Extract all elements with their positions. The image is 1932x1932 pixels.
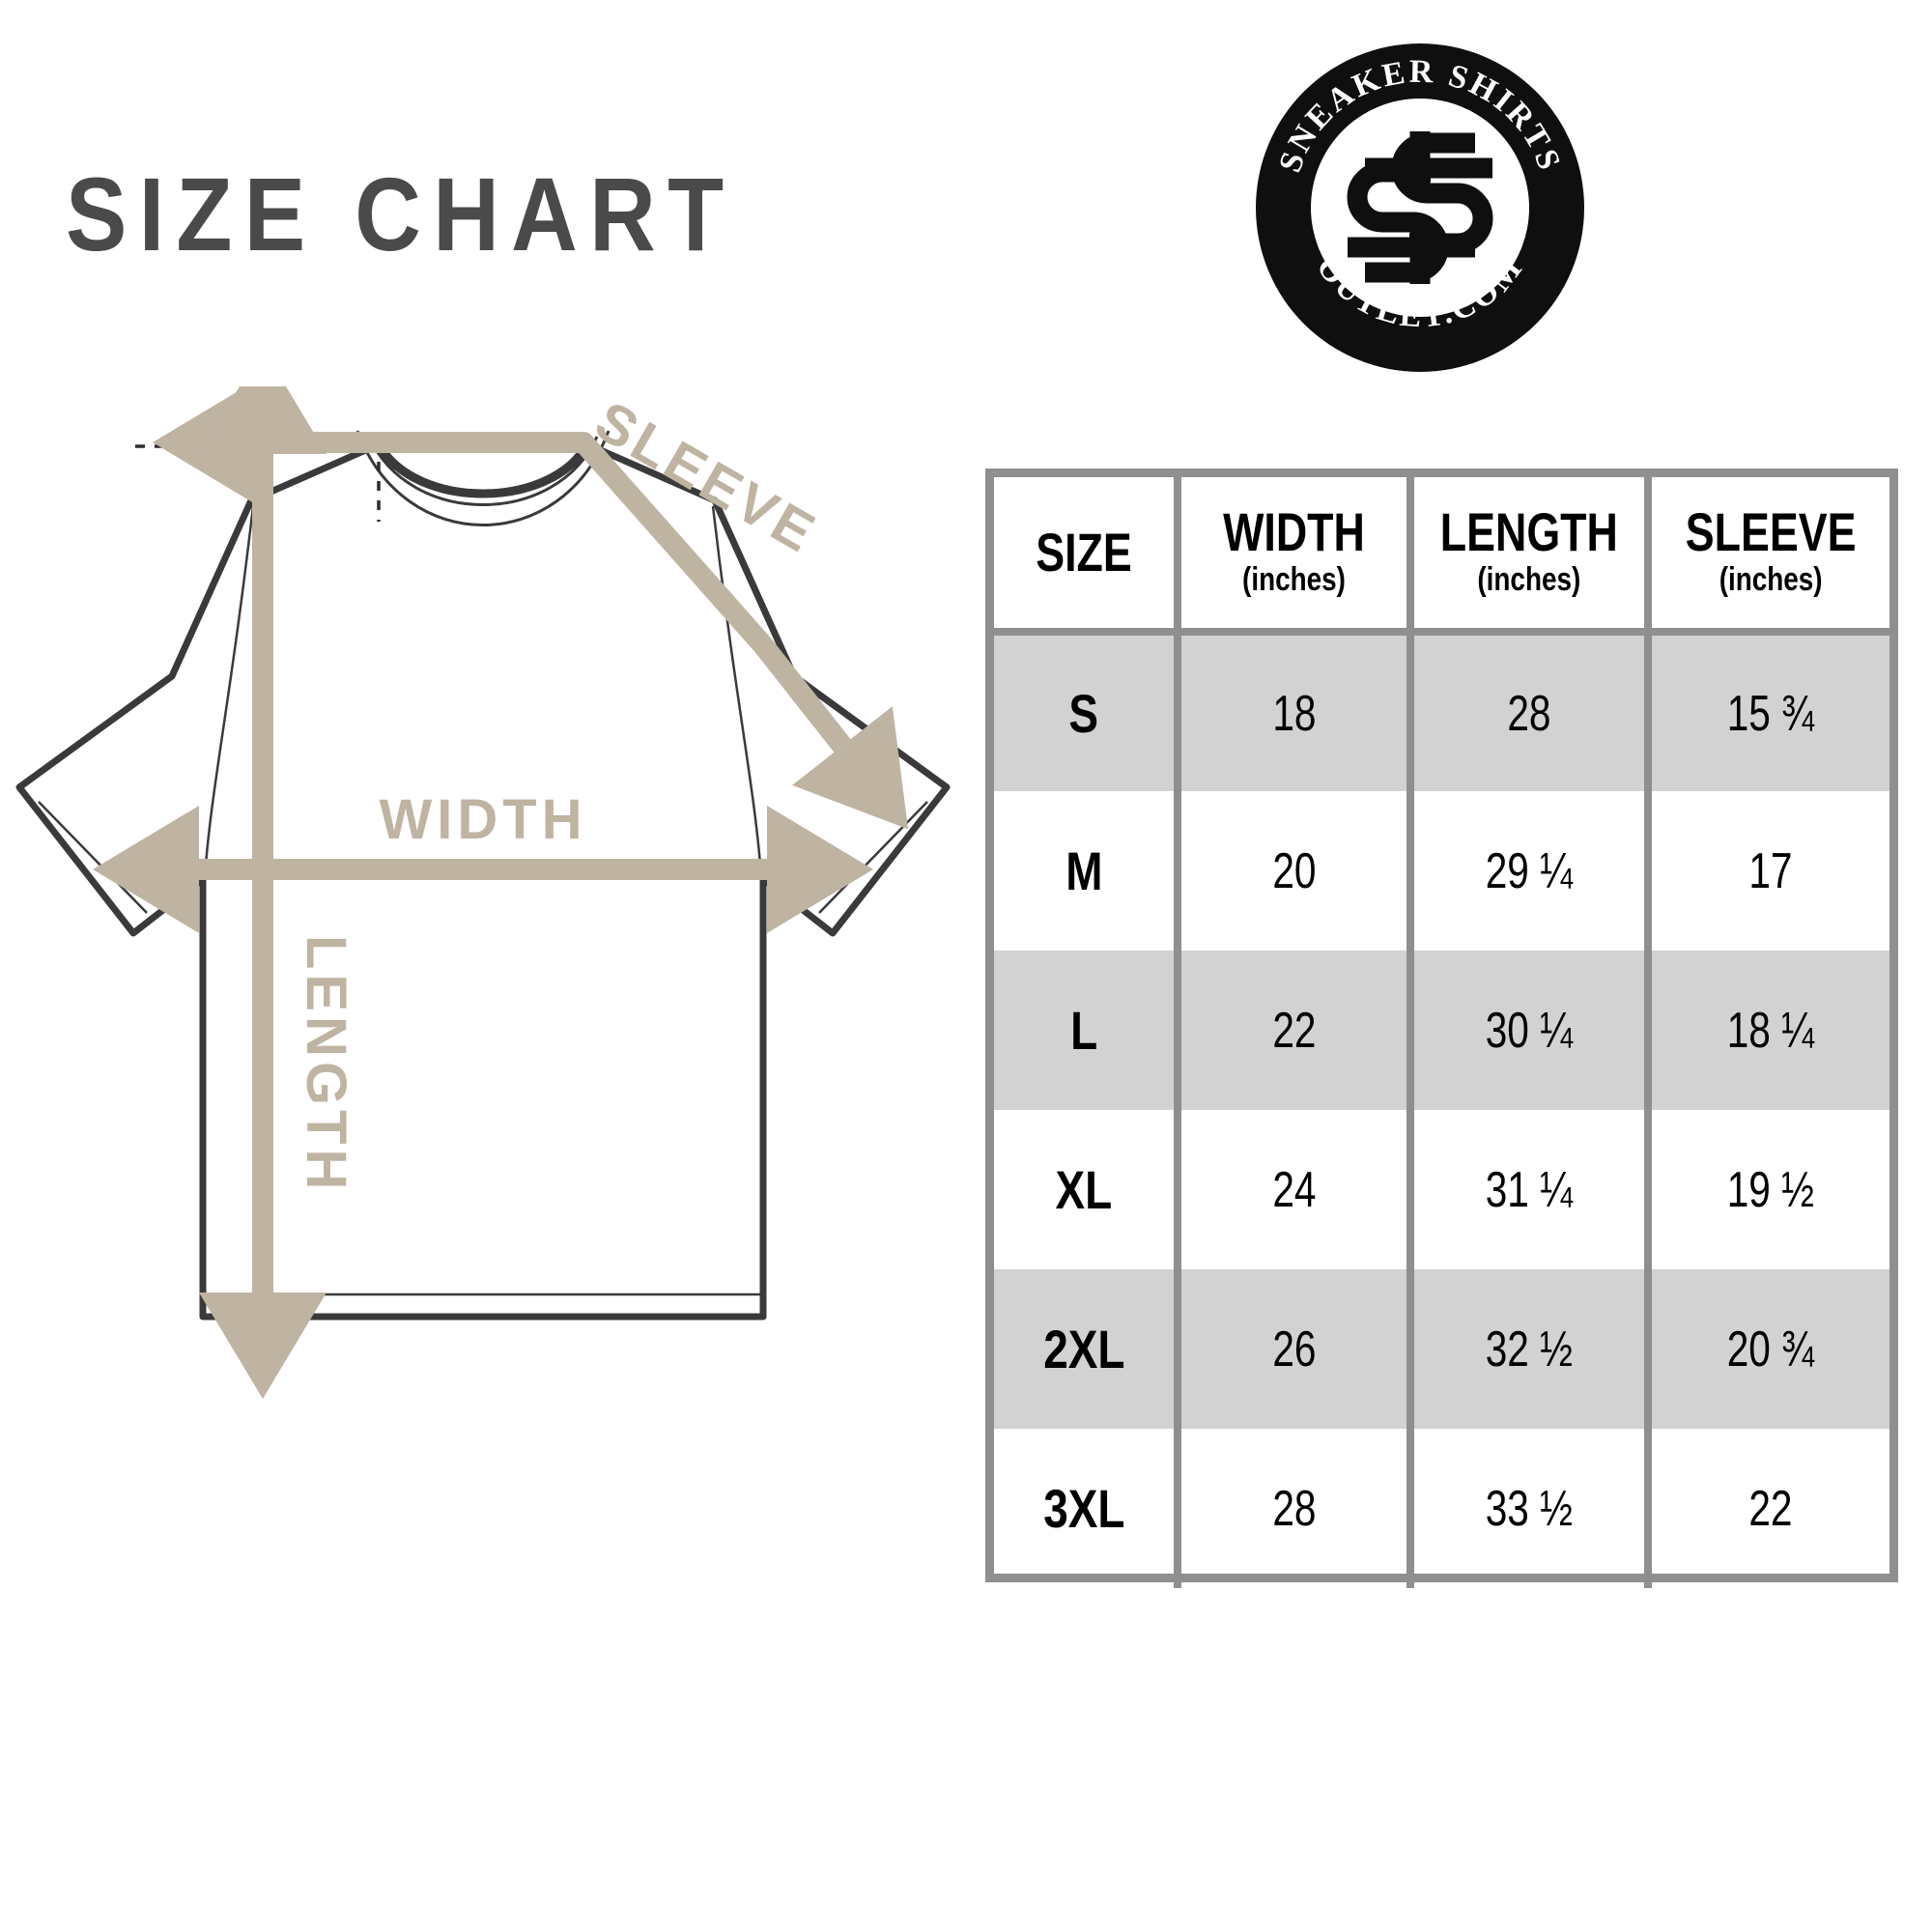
length-cell: 31 ¼ [1406, 1110, 1652, 1269]
width-cell: 28 [1174, 1429, 1415, 1588]
column-header-width: WIDTH (inches) [1174, 477, 1415, 636]
size-cell: 3XL [994, 1429, 1182, 1588]
width-cell-text: 24 [1271, 1161, 1317, 1218]
logo-monogram [1347, 131, 1493, 284]
table-row: M 20 29 ¼ 17 [994, 791, 1889, 951]
size-cell: 2XL [994, 1269, 1182, 1429]
width-cell-text: 18 [1271, 685, 1317, 742]
length-cell-text: 32 ½ [1485, 1321, 1573, 1378]
sleeve-cell: 20 ¾ [1643, 1269, 1889, 1429]
size-table: SIZE WIDTH (inches) LENGTH (inches) SLEE… [985, 469, 1898, 1588]
sleeve-cell-text: 20 ¾ [1726, 1321, 1814, 1378]
page-title: SIZE CHART [66, 156, 736, 272]
table-row: 2XL 26 32 ½ 20 ¾ [994, 1269, 1889, 1429]
size-cell: M [994, 791, 1182, 951]
width-cell: 24 [1174, 1110, 1415, 1269]
column-header-size: SIZE [994, 477, 1182, 636]
width-label: WIDTH [379, 788, 586, 851]
length-cell: 32 ½ [1406, 1269, 1652, 1429]
table-header-row: SIZE WIDTH (inches) LENGTH (inches) SLEE… [994, 477, 1889, 636]
sleeve-cell-text: 22 [1748, 1480, 1793, 1537]
column-header-size-main: SIZE [1036, 522, 1132, 582]
table-body: S 18 28 15 ¾ M 20 29 ¼ 17 L 22 30 ¼ 18 ¼ XL 24 31 ¼ 19 … [994, 632, 1889, 1588]
width-cell-text: 28 [1271, 1480, 1317, 1537]
table-row: S 18 28 15 ¾ [994, 632, 1889, 791]
column-header-length: LENGTH (inches) [1406, 477, 1652, 636]
size-cell: S [994, 632, 1182, 791]
width-cell: 22 [1174, 951, 1415, 1110]
size-cell-text: 3XL [1042, 1478, 1125, 1539]
sleeve-cell: 22 [1643, 1429, 1889, 1588]
length-cell: 29 ¼ [1406, 791, 1652, 951]
sleeve-cell-text: 19 ½ [1726, 1161, 1814, 1218]
sleeve-cell-text: 17 [1748, 842, 1793, 899]
column-header-width-main: WIDTH [1223, 500, 1365, 562]
brand-logo: SNEAKER SHIRTS OUTLET.COM [1251, 39, 1589, 377]
tshirt-outline [15, 440, 951, 1321]
size-cell-text: XL [1055, 1159, 1113, 1220]
column-header-sleeve-main: SLEEVE [1685, 500, 1857, 562]
length-cell-text: 30 ¼ [1485, 1002, 1573, 1059]
sleeve-cell: 15 ¾ [1643, 632, 1889, 791]
size-cell: XL [994, 1110, 1182, 1269]
width-cell-text: 26 [1271, 1321, 1317, 1378]
sleeve-cell: 17 [1643, 791, 1889, 951]
sleeve-cell: 18 ¼ [1643, 951, 1889, 1110]
size-cell-text: 2XL [1042, 1319, 1125, 1379]
table-row: L 22 30 ¼ 18 ¼ [994, 951, 1889, 1110]
width-cell: 18 [1174, 632, 1415, 791]
table-row: XL 24 31 ¼ 19 ½ [994, 1110, 1889, 1269]
column-header-width-units: (inches) [1242, 560, 1346, 598]
size-cell-text: S [1068, 683, 1099, 744]
length-cell-text: 31 ¼ [1485, 1161, 1573, 1218]
length-cell: 28 [1406, 632, 1652, 791]
size-cell-text: M [1065, 840, 1103, 901]
width-cell: 26 [1174, 1269, 1415, 1429]
sleeve-cell: 19 ½ [1643, 1110, 1889, 1269]
length-cell: 33 ½ [1406, 1429, 1652, 1588]
length-label: LENGTH [295, 935, 357, 1194]
length-cell-text: 29 ¼ [1485, 842, 1573, 899]
length-cell: 30 ¼ [1406, 951, 1652, 1110]
length-cell-text: 28 [1507, 685, 1551, 742]
length-cell-text: 33 ½ [1485, 1480, 1573, 1537]
width-cell-text: 22 [1271, 1002, 1317, 1059]
table-header: SIZE WIDTH (inches) LENGTH (inches) SLEE… [994, 477, 1889, 636]
column-header-length-units: (inches) [1477, 560, 1581, 598]
sleeve-cell-text: 15 ¾ [1726, 685, 1814, 742]
column-header-length-main: LENGTH [1439, 500, 1618, 562]
sleeve-measure-arrow [153, 386, 909, 830]
size-cell: L [994, 951, 1182, 1110]
table-row: 3XL 28 33 ½ 22 [994, 1429, 1889, 1588]
tshirt-measurement-diagram: SLEEVE WIDTH LENGTH [0, 386, 966, 1546]
column-header-sleeve-units: (inches) [1719, 560, 1823, 598]
sleeve-cell-text: 18 ¼ [1726, 1002, 1814, 1059]
width-cell: 20 [1174, 791, 1415, 951]
width-cell-text: 20 [1271, 842, 1317, 899]
size-cell-text: L [1069, 1000, 1098, 1061]
column-header-sleeve: SLEEVE (inches) [1643, 477, 1889, 636]
